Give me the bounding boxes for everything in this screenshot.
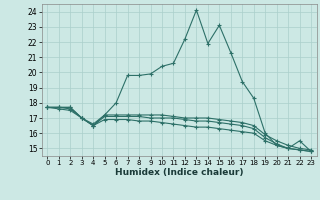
X-axis label: Humidex (Indice chaleur): Humidex (Indice chaleur)	[115, 168, 244, 177]
